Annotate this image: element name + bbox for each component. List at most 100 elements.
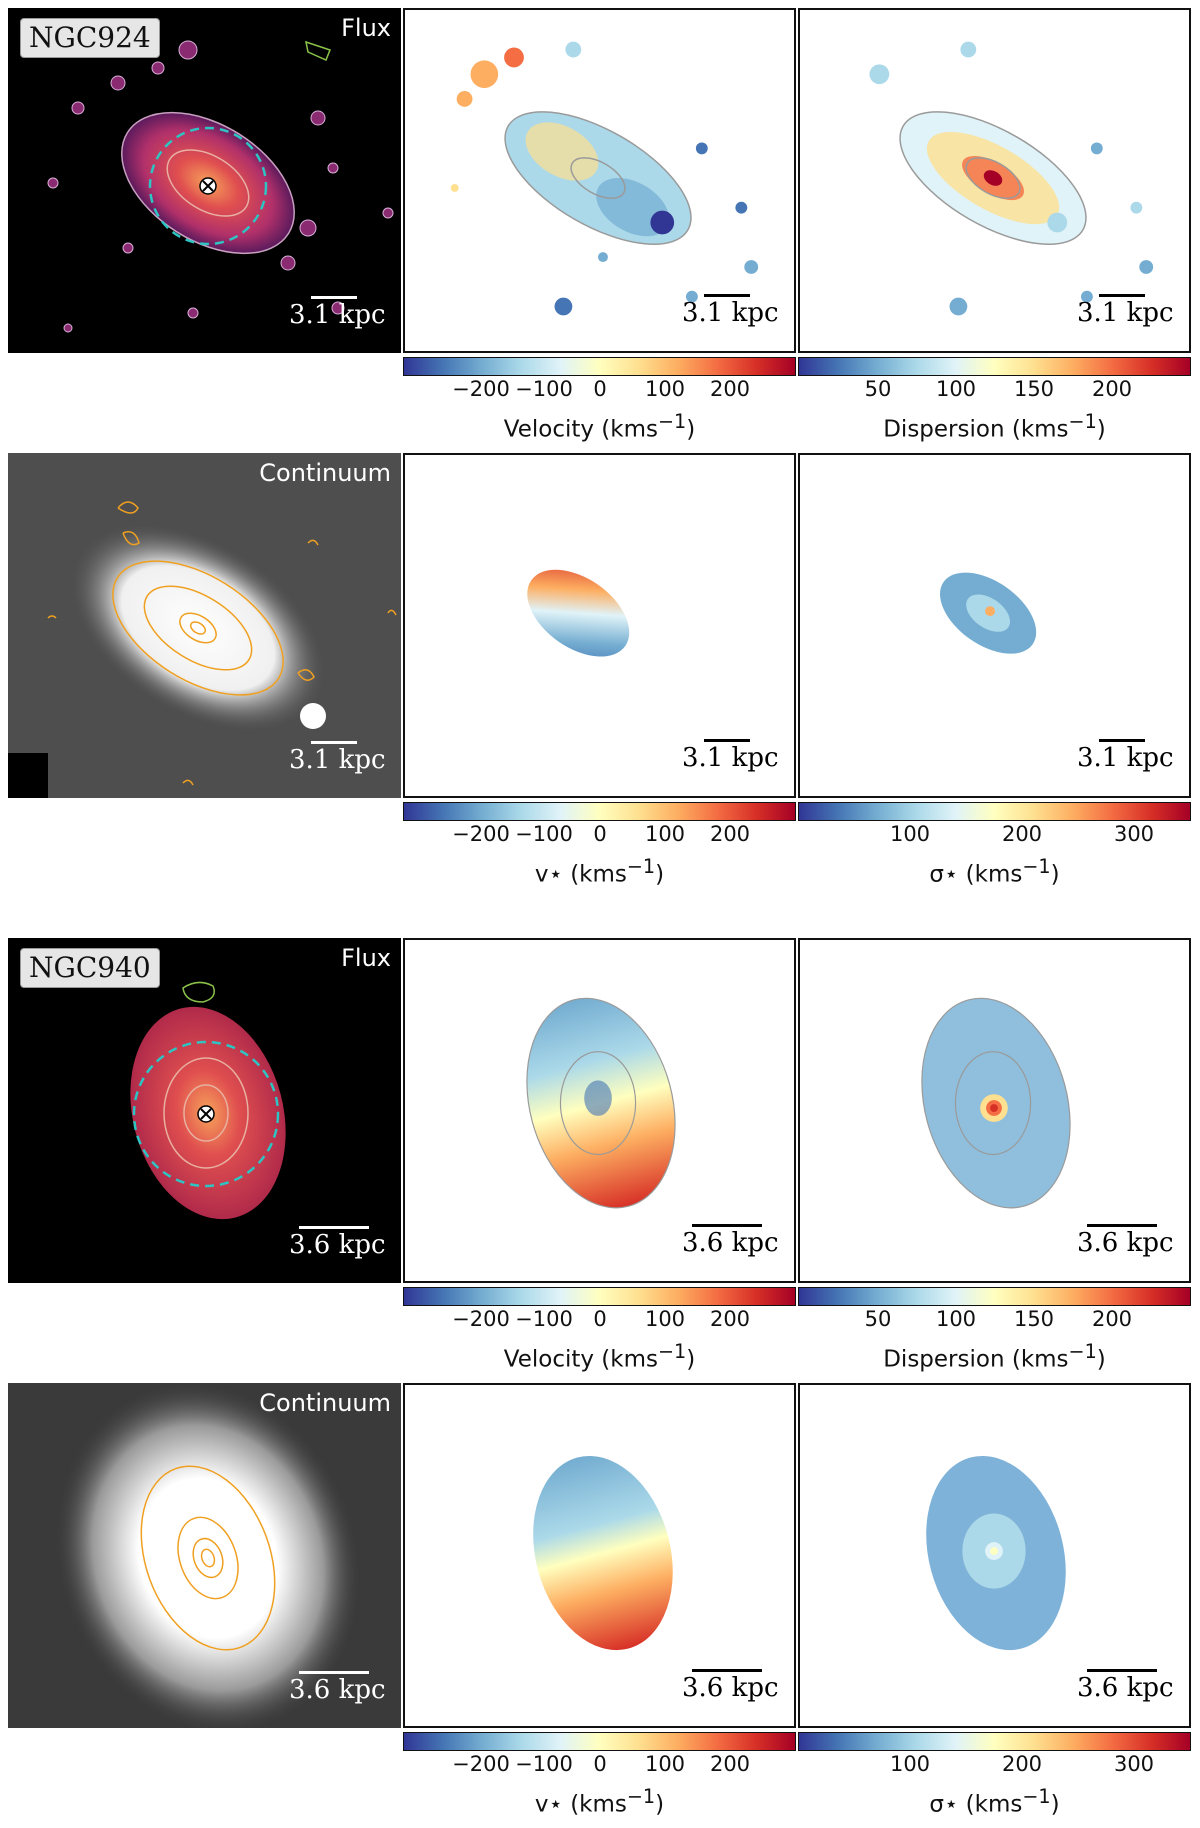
scale-bar-line	[1099, 294, 1145, 297]
ngc940-stellar-dispersion-map: 3.6 kpc	[798, 1383, 1191, 1728]
scale-bar: 3.6 kpc	[1077, 1669, 1174, 1703]
scale-bar-label: 3.6 kpc	[1077, 1228, 1174, 1258]
tick-label: 150	[1013, 1307, 1055, 1331]
ngc924-gas-velocity-ticks: −200 −100 0 100 200	[403, 377, 796, 407]
ngc924-stellar-velocity-title: v⋆ (kms−1)	[403, 855, 796, 888]
scale-bar: 3.1 kpc	[1077, 294, 1174, 327]
ngc924-flux-image	[47, 40, 394, 333]
ngc924-stellar-velocity-map: 3.1 kpc	[403, 453, 796, 798]
ngc940-gas-dispersion-map: 3.6 kpc	[798, 938, 1191, 1283]
cbar-title-exponent: −1	[626, 855, 656, 878]
ngc940-gas-dispersion-title: Dispersion (kms−1)	[798, 1340, 1191, 1373]
tick-label: 50	[864, 377, 892, 401]
scale-bar-label: 3.1 kpc	[682, 743, 779, 773]
cbar-title-exponent: −1	[1068, 1340, 1097, 1363]
cbar-title-close: )	[1050, 1791, 1060, 1818]
scale-bar-line	[299, 1671, 369, 1674]
scale-bar-line	[311, 741, 357, 744]
ngc924-gas-velocity-image	[450, 41, 759, 316]
tick-label: 100	[644, 1752, 686, 1776]
scale-bar: 3.6 kpc	[682, 1669, 779, 1703]
scale-bar-line	[1099, 739, 1145, 742]
ngc924-gas-dispersion-ticks: 50 100 150 200	[798, 377, 1191, 407]
cbar-title-exponent: −1	[626, 1785, 656, 1808]
tick-label: 100	[644, 377, 686, 401]
tick-label: −100	[515, 377, 573, 401]
tick-label: 100	[935, 377, 977, 401]
ngc940-gas-dispersion-colorbar	[798, 1287, 1191, 1306]
scale-bar: 3.6 kpc	[289, 1671, 386, 1705]
scale-bar-line	[692, 1224, 762, 1227]
tick-label: 100	[889, 822, 931, 846]
tick-label: 50	[864, 1307, 892, 1331]
cbar-title-text: Velocity (kms	[503, 416, 658, 443]
cbar-title-text: Velocity (kms	[503, 1346, 658, 1373]
tick-label: 200	[709, 377, 751, 401]
tick-label: 0	[593, 1307, 607, 1331]
scale-bar-line	[1087, 1224, 1157, 1227]
scale-bar-line	[299, 1226, 369, 1229]
ngc940-stellar-dispersion-title: σ⋆ (kms−1)	[798, 1785, 1191, 1818]
scale-bar: 3.6 kpc	[289, 1226, 386, 1260]
scale-bar: 3.1 kpc	[682, 739, 779, 773]
scale-bar-label: 3.6 kpc	[682, 1673, 779, 1703]
scale-bar-label: 3.6 kpc	[1077, 1673, 1174, 1703]
tick-label: −200	[452, 822, 510, 846]
ngc924-stellar-dispersion-image	[939, 572, 1037, 654]
ngc940-gas-velocity-colorbar	[403, 1287, 796, 1306]
scale-bar: 3.1 kpc	[682, 294, 779, 328]
tick-label: −200	[452, 377, 510, 401]
cbar-title-close: )	[1050, 861, 1060, 888]
ngc940-gas-dispersion-image	[921, 997, 1071, 1209]
tick-label: 200	[709, 1307, 751, 1331]
ngc940-stellar-dispersion-ticks: 100 200 300	[798, 1752, 1191, 1782]
ngc924-stellar-dispersion-map: 3.1 kpc	[798, 453, 1191, 798]
cbar-title-exponent: −1	[1068, 410, 1097, 433]
cbar-title-exponent: −1	[657, 410, 687, 433]
ngc924-gas-velocity-title: Velocity (kms−1)	[403, 410, 796, 443]
ngc940-gas-velocity-map: 3.6 kpc	[403, 938, 796, 1283]
ngc940-stellar-dispersion-colorbar	[798, 1732, 1191, 1751]
cbar-title-close: )	[655, 1791, 665, 1818]
ngc940-gas-velocity-ticks: −200 −100 0 100 200	[403, 1307, 796, 1337]
scale-bar: 3.6 kpc	[1077, 1224, 1174, 1258]
tick-label: 200	[709, 822, 751, 846]
ngc940-stellar-velocity-colorbar	[403, 1732, 796, 1751]
tick-label: −200	[452, 1752, 510, 1776]
cbar-title-text: σ⋆ (kms	[929, 861, 1023, 888]
ngc940-continuum-image	[8, 1383, 401, 1728]
ngc924-gas-dispersion-title: Dispersion (kms−1)	[798, 410, 1191, 443]
scale-bar-label: 3.6 kpc	[289, 1230, 386, 1260]
tick-label: 300	[1113, 822, 1155, 846]
tick-label: −100	[515, 1752, 573, 1776]
scale-bar-label: 3.6 kpc	[289, 1675, 386, 1705]
ngc940-flux-image	[130, 981, 286, 1220]
tick-label: −100	[515, 822, 573, 846]
tick-label: 0	[593, 377, 607, 401]
ngc940-stellar-velocity-title: v⋆ (kms−1)	[403, 1785, 796, 1818]
scale-bar-line	[704, 739, 750, 742]
scale-bar-label: 3.6 kpc	[682, 1228, 779, 1258]
cbar-title-exponent: −1	[1022, 855, 1051, 878]
tick-label: 0	[593, 1752, 607, 1776]
scale-bar-line	[692, 1669, 762, 1672]
scale-bar: 3.1 kpc	[289, 741, 386, 774]
ngc940-continuum-map: Continuum 3.6 kpc	[8, 1383, 401, 1728]
cbar-title-close: )	[1096, 1346, 1106, 1373]
ngc940-gas-velocity-title: Velocity (kms−1)	[403, 1340, 796, 1373]
tick-label: −100	[515, 1307, 573, 1331]
galaxy-name-label: NGC940	[20, 948, 160, 988]
flux-label: Flux	[341, 14, 391, 42]
ngc924-stellar-velocity-ticks: −200 −100 0 100 200	[403, 822, 796, 852]
tick-label: 200	[709, 1752, 751, 1776]
ngc940-stellar-velocity-map: 3.6 kpc	[403, 1383, 796, 1728]
cbar-title-text: v⋆ (kms	[534, 861, 627, 888]
scale-bar-label: 3.1 kpc	[1077, 743, 1174, 773]
ngc940-gas-velocity-image	[526, 997, 676, 1209]
tick-label: 100	[889, 1752, 931, 1776]
continuum-label: Continuum	[259, 459, 391, 487]
scale-bar-label: 3.1 kpc	[682, 298, 779, 328]
cbar-title-close: )	[686, 1346, 696, 1373]
ngc924-gas-dispersion-map: 3.1 kpc	[798, 8, 1191, 353]
flux-label: Flux	[341, 944, 391, 972]
